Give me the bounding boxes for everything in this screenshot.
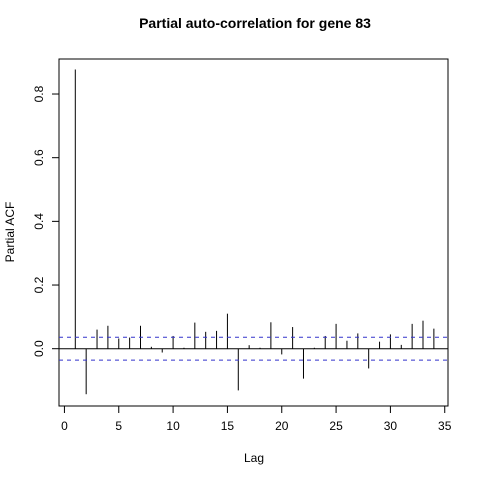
- x-axis: 0 5 10 15 20 25 30 35: [61, 405, 452, 433]
- x-tick-label: 0: [61, 419, 68, 433]
- y-axis: 0.0 0.2 0.4 0.6 0.8: [32, 85, 60, 357]
- y-tick-label: 0.4: [32, 213, 46, 230]
- y-tick-label: 0.6: [32, 149, 46, 166]
- x-tick-label: 20: [275, 419, 289, 433]
- pacf-bars: [59, 69, 448, 395]
- x-tick-label: 35: [438, 419, 452, 433]
- y-tick-label: 0.0: [32, 340, 46, 357]
- plot-frame: [58, 58, 449, 407]
- y-tick-label: 0.8: [32, 85, 46, 102]
- y-axis-label: Partial ACF: [3, 202, 17, 263]
- y-tick-label: 0.2: [32, 276, 46, 293]
- chart-title: Partial auto-correlation for gene 83: [139, 15, 371, 31]
- x-tick-label: 15: [221, 419, 235, 433]
- x-tick-label: 25: [329, 419, 343, 433]
- x-tick-label: 5: [115, 419, 122, 433]
- x-tick-label: 10: [166, 419, 180, 433]
- x-tick-label: 30: [384, 419, 398, 433]
- confidence-bounds: [59, 336, 448, 361]
- x-axis-label: Lag: [244, 451, 264, 465]
